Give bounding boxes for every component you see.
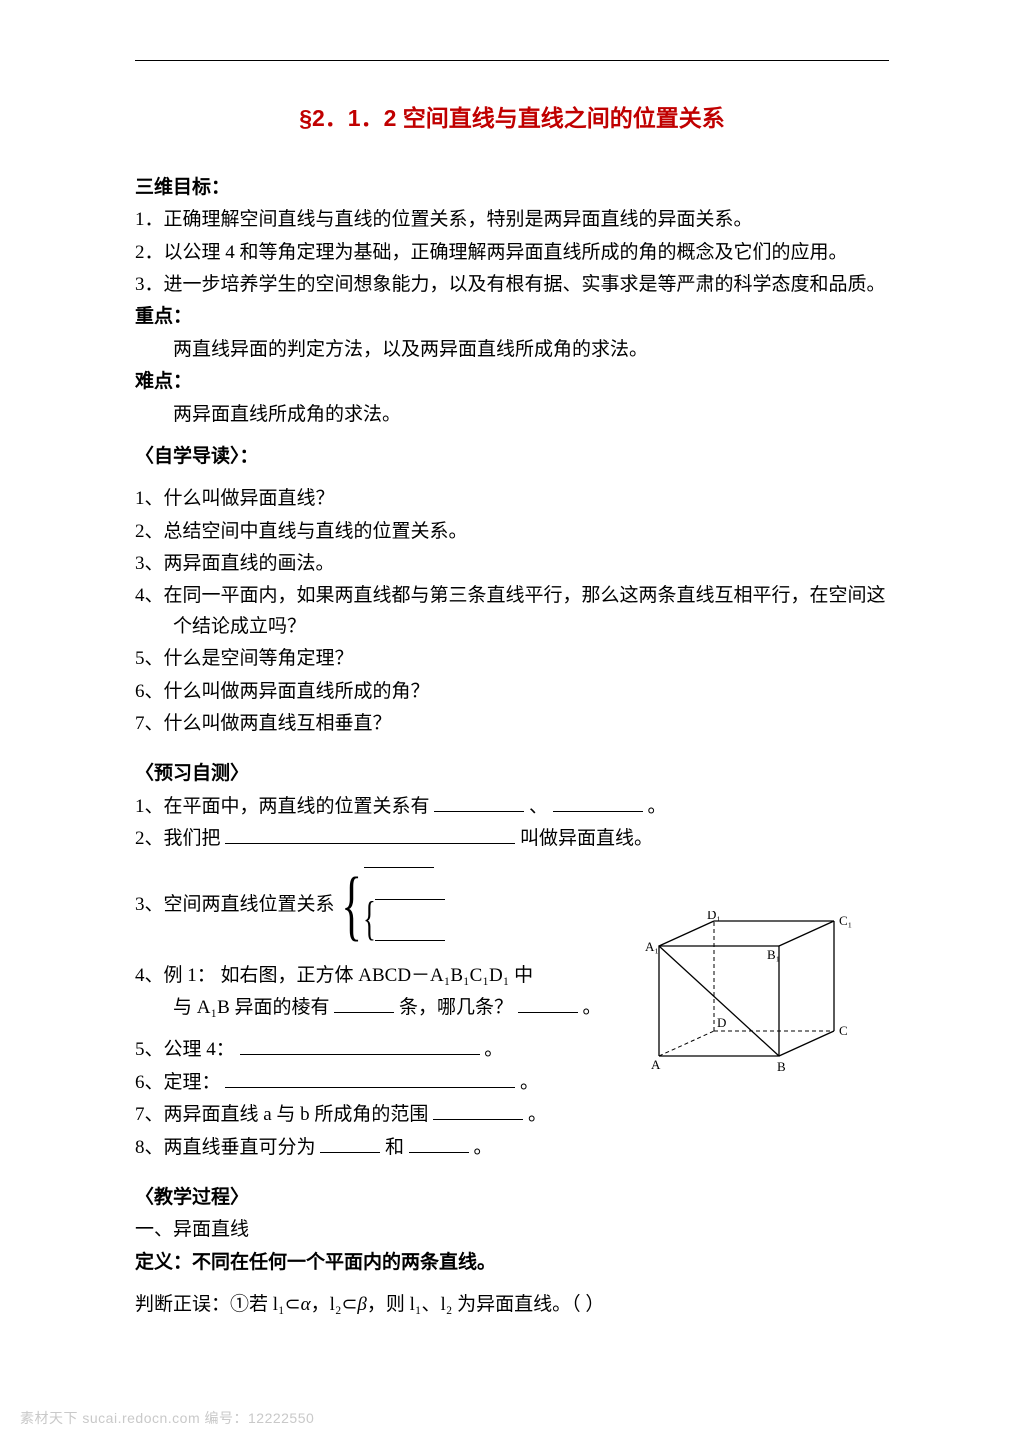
text: 。 — [474, 1137, 493, 1158]
difficulty-label: 难点： — [135, 367, 889, 397]
text: 、 — [529, 796, 548, 817]
blank-line — [240, 1035, 480, 1055]
text: 。 — [528, 1104, 547, 1125]
blank-line — [518, 993, 578, 1013]
blank-line — [409, 1133, 469, 1153]
keypoint-label: 重点： — [135, 302, 889, 332]
cube-diagram: A B C D A₁ B₁ C₁ D₁ — [639, 911, 859, 1081]
process-definition: 定义：不同在任何一个平面内的两条直线。 — [135, 1248, 889, 1278]
blank-line — [434, 792, 524, 812]
blank-line — [320, 1133, 380, 1153]
text: 5、公理 4： — [135, 1039, 235, 1060]
vertex-label: D₁ — [707, 911, 721, 922]
text: 与 A₁B 异面的棱有 — [173, 997, 330, 1018]
blank-line — [225, 824, 515, 844]
text: ，则 l₁、l₂ 为异面直线。（ ） — [367, 1294, 605, 1315]
text: 叫做异面直线。 — [520, 828, 653, 849]
difficulty-body: 两异面直线所成角的求法。 — [135, 400, 889, 430]
selfread-item: 7、什么叫做两直线互相垂直？ — [135, 709, 889, 739]
text: 3、空间两直线位置关系 — [135, 890, 335, 920]
text: 8、两直线垂直可分为 — [135, 1137, 316, 1158]
process-sec1: 一、异面直线 — [135, 1215, 889, 1245]
keypoint-body: 两直线异面的判定方法，以及两异面直线所成角的求法。 — [135, 335, 889, 365]
alpha-symbol: α — [301, 1294, 311, 1315]
pretest-q7: 7、两异面直线 a 与 b 所成角的范围 。 — [135, 1100, 889, 1130]
vertex-label: D — [717, 1015, 726, 1030]
text: 。 — [520, 1072, 539, 1093]
selfread-item: 6、什么叫做两异面直线所成的角？ — [135, 677, 889, 707]
pretest-q4-row: A B C D A₁ B₁ C₁ D₁ 4、例 1： 如右图，正方体 ABCD－… — [135, 961, 889, 1036]
text: 7、两异面直线 a 与 b 所成角的范围 — [135, 1104, 428, 1125]
pretest-q8: 8、两直线垂直可分为 和 。 — [135, 1133, 889, 1163]
text: ，l₂⊂ — [311, 1294, 358, 1315]
text: 6、定理： — [135, 1072, 221, 1093]
text: 。 — [648, 796, 667, 817]
vertex-label: B₁ — [767, 947, 780, 962]
selfread-item: 2、总结空间中直线与直线的位置关系。 — [135, 517, 889, 547]
blank-line — [364, 867, 434, 868]
blank-line — [375, 899, 445, 900]
blank-line — [553, 792, 643, 812]
watermark-text: 素材天下 sucai.redocn.com 编号：12222550 — [20, 1408, 314, 1428]
text: 条，哪几条？ — [399, 997, 513, 1018]
pretest-q2: 2、我们把 叫做异面直线。 — [135, 824, 889, 854]
text: 判断正误：①若 l₁⊂ — [135, 1294, 301, 1315]
vertex-label: C₁ — [839, 913, 852, 928]
page-title: §2．1．2 空间直线与直线之间的位置关系 — [135, 100, 889, 137]
selfread-item: 5、什么是空间等角定理？ — [135, 644, 889, 674]
brace-group: { { — [339, 861, 446, 951]
left-brace-icon: { — [363, 900, 376, 938]
selfread-label: 〈自学导读〉： — [135, 442, 889, 472]
brace-blanks: { — [364, 865, 445, 947]
beta-symbol: β — [357, 1294, 366, 1315]
text: 。 — [484, 1039, 503, 1060]
goal-item: 2．以公理 4 和等角定理为基础，正确理解两异面直线所成的角的概念及它们的应用。 — [135, 238, 889, 268]
vertex-label: A₁ — [645, 939, 659, 954]
blank-line — [334, 993, 394, 1013]
blank-line — [225, 1068, 515, 1088]
inner-brace: { — [364, 895, 445, 945]
vertex-label: A — [651, 1057, 661, 1072]
judge-line: 判断正误：①若 l₁⊂α，l₂⊂β，则 l₁、l₂ 为异面直线。（ ） — [135, 1290, 889, 1320]
goals-label: 三维目标： — [135, 173, 889, 203]
process-label: 〈教学过程〉 — [135, 1183, 889, 1213]
pretest-label: 〈预习自测〉 — [135, 759, 889, 789]
text: 2、我们把 — [135, 828, 221, 849]
vertex-label: C — [839, 1023, 848, 1038]
text: 。 — [583, 997, 602, 1018]
vertex-label: B — [777, 1059, 786, 1074]
blank-line — [433, 1100, 523, 1120]
blank-line — [375, 940, 445, 941]
left-brace-icon: { — [341, 874, 362, 936]
pretest-q1: 1、在平面中，两直线的位置关系有 、 。 — [135, 792, 889, 822]
selfread-item: 1、什么叫做异面直线？ — [135, 484, 889, 514]
text: 和 — [385, 1137, 404, 1158]
document-page: §2．1．2 空间直线与直线之间的位置关系 三维目标： 1．正确理解空间直线与直… — [0, 0, 1024, 1363]
text: 1、在平面中，两直线的位置关系有 — [135, 796, 430, 817]
selfread-item: 3、两异面直线的画法。 — [135, 549, 889, 579]
header-rule — [135, 60, 889, 61]
selfread-item: 4、在同一平面内，如果两直线都与第三条直线平行，那么这两条直线互相平行，在空间这… — [135, 581, 889, 642]
goal-item: 1．正确理解空间直线与直线的位置关系，特别是两异面直线的异面关系。 — [135, 205, 889, 235]
inner-blanks — [375, 897, 445, 943]
goal-item: 3．进一步培养学生的空间想象能力，以及有根有据、实事求是等严肃的科学态度和品质。 — [135, 270, 889, 300]
